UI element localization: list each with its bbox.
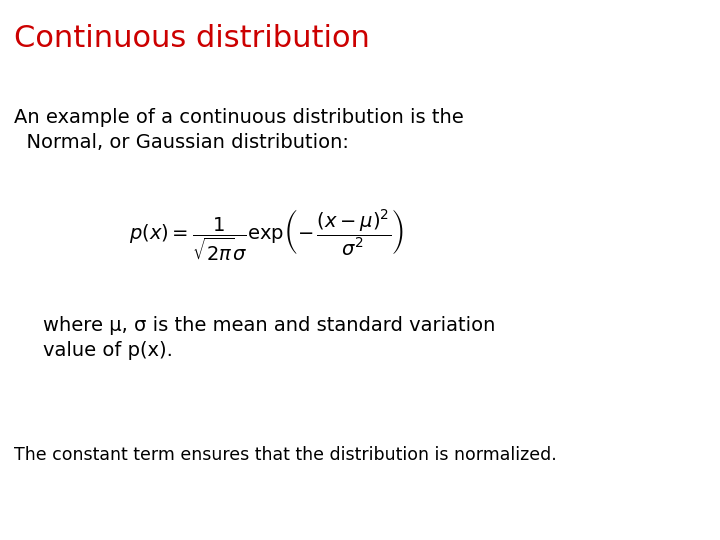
Text: An example of a continuous distribution is the
  Normal, or Gaussian distributio: An example of a continuous distribution … xyxy=(14,108,464,152)
Text: Continuous distribution: Continuous distribution xyxy=(14,24,370,53)
Text: The constant term ensures that the distribution is normalized.: The constant term ensures that the distr… xyxy=(14,446,557,463)
Text: $p(x) = \dfrac{1}{\sqrt{2\pi}\sigma} \exp\!\left(-\,\dfrac{(x-\mu)^2}{\sigma^2}\: $p(x) = \dfrac{1}{\sqrt{2\pi}\sigma} \ex… xyxy=(129,207,404,263)
Text: where μ, σ is the mean and standard variation
value of p(x).: where μ, σ is the mean and standard vari… xyxy=(43,316,495,360)
